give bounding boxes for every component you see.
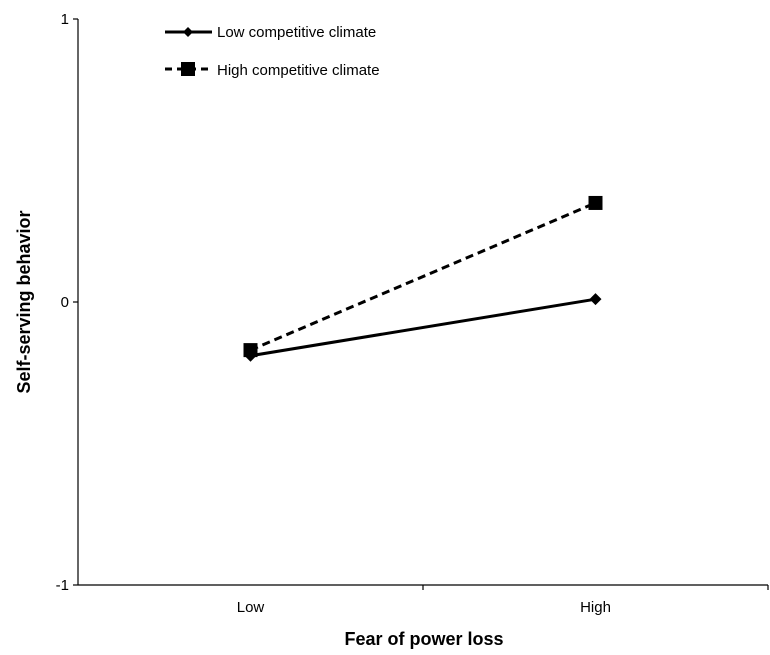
x-tick-label: High bbox=[580, 599, 611, 616]
legend-label-high-competitive-climate: High competitive climate bbox=[217, 62, 380, 79]
y-tick-label: -1 bbox=[56, 577, 69, 594]
y-tick-label: 0 bbox=[61, 294, 69, 311]
x-tick-label: Low bbox=[237, 599, 265, 616]
legend: Low competitive climate High competitive… bbox=[165, 24, 380, 79]
series-layer bbox=[243, 195, 603, 362]
x-axis-title: Fear of power loss bbox=[344, 629, 503, 649]
y-axis-title: Self-serving behavior bbox=[14, 210, 34, 393]
legend-item-low-competitive-climate: Low competitive climate bbox=[165, 24, 376, 41]
legend-label-low-competitive-climate: Low competitive climate bbox=[217, 24, 376, 41]
y-tick-label: 1 bbox=[61, 11, 69, 28]
data-point-square bbox=[243, 343, 258, 358]
ticks: -1 0 1 Low High bbox=[56, 11, 769, 616]
data-point-diamond bbox=[589, 293, 602, 306]
series-line-low-competitive-climate bbox=[250, 297, 596, 358]
legend-item-high-competitive-climate: High competitive climate bbox=[165, 62, 380, 79]
legend-square-marker bbox=[181, 62, 195, 76]
data-point-square bbox=[588, 195, 603, 210]
axes bbox=[77, 19, 768, 586]
legend-diamond-marker bbox=[183, 27, 193, 37]
series-line-high-competitive-climate bbox=[249, 201, 597, 352]
